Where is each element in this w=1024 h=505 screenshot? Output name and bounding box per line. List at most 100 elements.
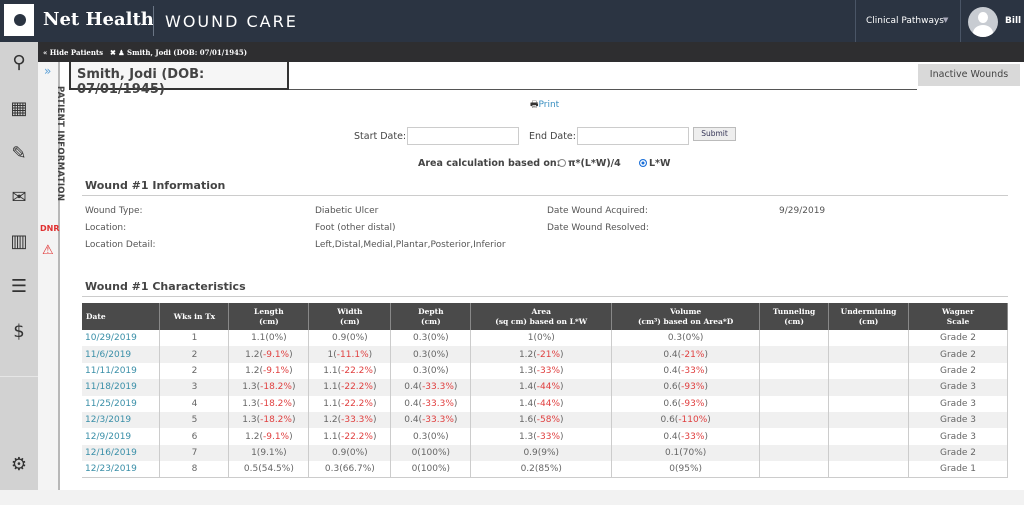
table-row: 12/3/2019 5 1.3(-18.2%) 1.2(-33.3%) 0.4(-33.… — [82, 411, 1008, 429]
table-cell — [759, 428, 830, 445]
table-cell: 1.3(-33%) — [470, 428, 613, 445]
table-cell: 0.9(9%) — [470, 444, 613, 462]
table-cell: 0.5(54.5%) — [228, 461, 310, 478]
radio-lw[interactable] — [639, 159, 647, 167]
divider — [153, 6, 154, 36]
warning-icon: ⚠ — [42, 243, 54, 258]
submit-button[interactable]: Submit — [693, 127, 736, 141]
date-link[interactable]: 11/18/2019 — [82, 379, 161, 396]
end-date-label: End Date: — [529, 131, 576, 142]
date-link[interactable]: 11/6/2019 — [82, 346, 161, 363]
table-cell: 0.4(-21%) — [611, 346, 761, 363]
table-cell: Grade 1 — [908, 461, 1008, 478]
search-icon[interactable]: ⚲ — [12, 52, 26, 73]
expand-chevron-icon[interactable]: » — [44, 64, 52, 78]
mail-icon[interactable]: ✉ — [11, 187, 27, 208]
gear-icon[interactable]: ⚙ — [10, 454, 28, 475]
table-cell — [828, 330, 910, 347]
clinical-pathways-menu[interactable]: Clinical Pathways — [866, 16, 944, 26]
start-date-label: Start Date: — [354, 131, 407, 142]
wound-info-title: Wound #1 Information — [85, 179, 226, 192]
column-header: Volume (cm³) based on Area*DVolume(cm³) … — [611, 303, 761, 330]
chevron-down-icon[interactable]: ▼ — [943, 16, 949, 24]
area-option-pi[interactable]: π*(L*W)/4 — [558, 158, 621, 169]
table-cell — [828, 428, 910, 445]
divider — [855, 0, 856, 42]
table-cell — [759, 346, 830, 363]
table-cell: Grade 3 — [908, 379, 1008, 396]
area-option-lw[interactable]: L*W — [639, 158, 671, 169]
end-date-input[interactable] — [577, 127, 689, 145]
patient-tab[interactable]: ✖ ♟ Smith, Jodi (DOB: 07/01/1945) — [110, 48, 248, 57]
table-cell — [759, 395, 830, 412]
chart-icon[interactable]: ▥ — [10, 231, 28, 252]
date-link[interactable]: 12/23/2019 — [82, 461, 161, 478]
print-link[interactable]: 🖶Print — [530, 97, 559, 113]
table-cell: Grade 2 — [908, 362, 1008, 380]
hide-patients-link[interactable]: « Hide Patients — [43, 48, 104, 57]
table-cell: 0.4(-33.3%) — [390, 411, 472, 429]
table-cell: 1(-11.1%) — [308, 346, 392, 363]
table-row: 11/25/2019 4 1.3(-18.2%) 1.1(-22.2%) 0.4(-33… — [82, 395, 1008, 412]
column-header: Depth (cm)Depth(cm) — [390, 303, 472, 330]
table-cell: 1.3(-18.2%) — [228, 379, 310, 396]
patient-info-strip: » PATIENT INFORMATION DNR ⚠ — [38, 62, 65, 490]
date-link[interactable]: 12/9/2019 — [82, 428, 161, 445]
table-cell: 6 — [159, 428, 230, 445]
field-label: Location Detail: — [85, 240, 156, 250]
dollar-icon[interactable]: $ — [13, 321, 25, 342]
date-link[interactable]: 11/25/2019 — [82, 395, 161, 412]
table-cell: 2 — [159, 346, 230, 363]
inactive-wounds-button[interactable]: Inactive Wounds — [918, 64, 1020, 86]
icon-sidebar: ⚲ ▦ ✎ ✉ ▥ ☰ $ ⚙ — [0, 42, 38, 490]
date-link[interactable]: 10/29/2019 — [82, 330, 161, 347]
field-value: Left,Distal,Medial,Plantar,Posterior,Inf… — [315, 240, 506, 250]
date-link[interactable]: 12/16/2019 — [82, 444, 161, 462]
patient-information-tab[interactable]: PATIENT INFORMATION — [55, 86, 65, 202]
area-calc-label: Area calculation based on: — [418, 158, 561, 169]
table-cell: 0.9(0%) — [308, 444, 392, 462]
clipboard-edit-icon[interactable]: ✎ — [11, 143, 27, 164]
table-cell: 0.4(-33%) — [611, 362, 761, 380]
table-cell: 1(0%) — [470, 330, 613, 347]
calendar-icon[interactable]: ▦ — [10, 98, 28, 119]
table-cell: 0(100%) — [390, 444, 472, 462]
table-cell: Grade 3 — [908, 395, 1008, 412]
table-cell: 8 — [159, 461, 230, 478]
table-cell: 0.6(-93%) — [611, 379, 761, 396]
table-cell: 0(100%) — [390, 461, 472, 478]
table-cell — [828, 444, 910, 462]
table-cell: 1.2(-21%) — [470, 346, 613, 363]
radio-pi[interactable] — [558, 159, 566, 167]
table-cell — [828, 461, 910, 478]
start-date-input[interactable] — [407, 127, 519, 145]
table-cell: 7 — [159, 444, 230, 462]
table-cell: 0.1(70%) — [611, 444, 761, 462]
date-link[interactable]: 11/11/2019 — [82, 362, 161, 380]
table-row: 12/16/2019 7 1(9.1%) 0.9(0%) 0(100%) 0.9(9%) 0… — [82, 444, 1008, 462]
brand-name: Net Health — [43, 9, 154, 30]
divider — [0, 376, 38, 377]
list-icon[interactable]: ☰ — [10, 276, 28, 297]
table-cell: 1(9.1%) — [228, 444, 310, 462]
table-cell — [759, 411, 830, 429]
option-pi-label: π*(L*W)/4 — [568, 158, 621, 169]
field-label: Date Wound Resolved: — [547, 223, 649, 233]
divider — [82, 195, 1008, 196]
table-row: 10/29/2019 1 1.1(0%) 0.9(0%) 0.3(0%) 1(0%) 0.3… — [82, 330, 1008, 347]
column-header: Area (sq cm) based on L*WArea(sq cm) bas… — [470, 303, 613, 330]
table-cell: 0.3(0%) — [390, 330, 472, 347]
table-cell: Grade 2 — [908, 346, 1008, 363]
table-cell: 0.3(66.7%) — [308, 461, 392, 478]
field-label: Wound Type: — [85, 206, 143, 216]
table-cell: 1 — [159, 330, 230, 347]
field-value: Foot (other distal) — [315, 223, 396, 233]
table-cell: 1.4(-44%) — [470, 395, 613, 412]
date-link[interactable]: 12/3/2019 — [82, 411, 161, 429]
table-cell: Grade 2 — [908, 444, 1008, 462]
table-cell: 5 — [159, 411, 230, 429]
net-health-logo[interactable] — [4, 4, 34, 36]
table-cell — [828, 411, 910, 429]
avatar[interactable] — [968, 7, 998, 37]
user-name[interactable]: Bill B — [1005, 16, 1024, 26]
